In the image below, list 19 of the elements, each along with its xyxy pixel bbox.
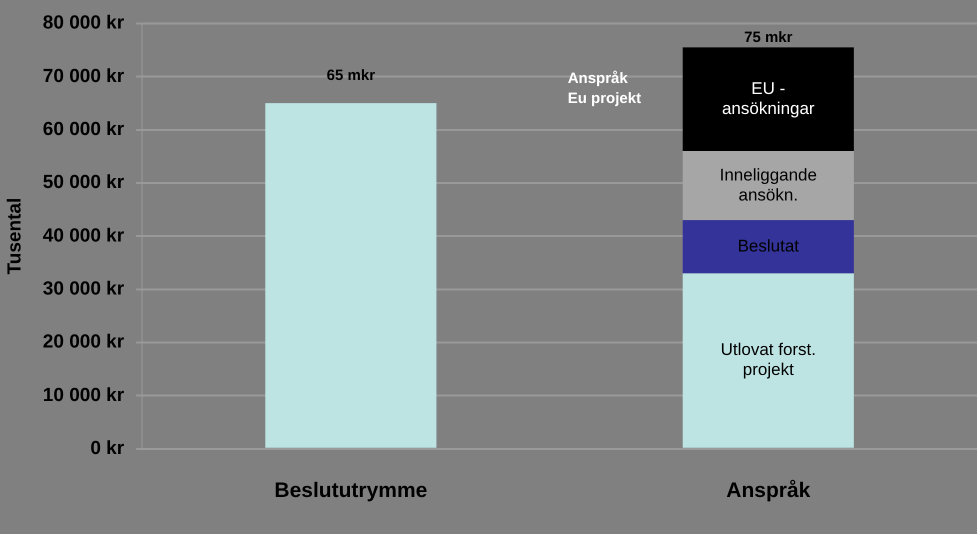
y-tick-label: 0 kr [90,438,125,460]
series-label: Utlovat forst. projekt [720,340,816,380]
y-tick-label: 50 000 kr [42,172,125,194]
y-tick-label: 10 000 kr [42,384,125,406]
y-tick-label: 40 000 kr [42,225,125,246]
annotation: 75 mkr [744,28,793,46]
y-tick-label: 80 000 kr [42,12,125,34]
y-tick-label: 30 000 kr [42,278,125,300]
series-label: Inneliggande ansökn. [720,165,817,204]
y-axis-title: Tusental [4,198,26,274]
annotation: 65 mkr [326,66,376,84]
series-label: EU - ansökningar [722,78,815,118]
x-tick-label: Beslututrymme [274,479,428,502]
series-label: Beslutat [738,236,800,256]
y-tick-label: 70 000 kr [42,66,125,87]
annotation: Anspråk Eu projekt [568,70,642,107]
y-tick-label: 20 000 kr [42,332,125,353]
y-tick-label: 60 000 kr [42,118,125,140]
x-tick-label: Anspråk [726,479,811,502]
